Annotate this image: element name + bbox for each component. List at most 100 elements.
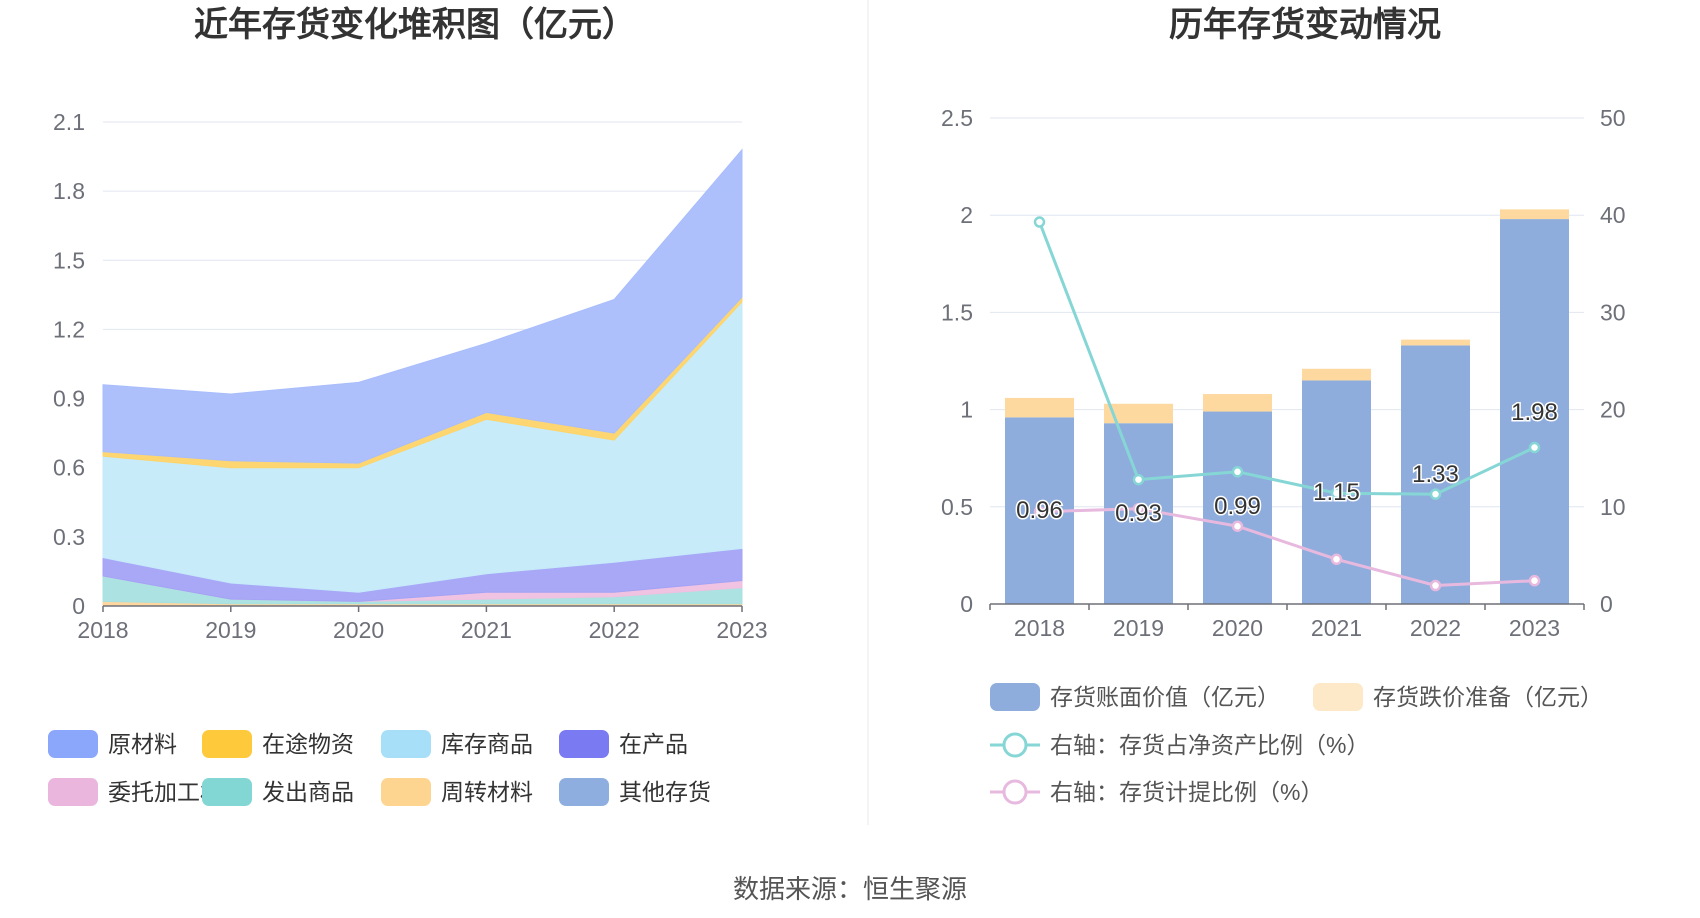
right-y-tick: 2.5	[941, 105, 973, 131]
right-x-tick: 2021	[1311, 615, 1362, 641]
legend-item-line-1[interactable]: 右轴：存货计提比例（%）	[990, 779, 1323, 805]
line-point	[1132, 502, 1145, 515]
legend-label: 其他存货	[619, 779, 711, 805]
stacked-area-chart: 近年存货变化堆积图（亿元） 0 0.3 0.6 0.9 1.2 1.5 1.8 2.1 201…	[48, 5, 768, 806]
right-x-tick: 2019	[1113, 615, 1164, 641]
legend-label: 库存商品	[441, 731, 533, 757]
bar-book-value-2022	[1401, 345, 1470, 604]
right-grid: 0 0.5 1 1.5 2 2.5 0 10 20 30 40 50	[941, 105, 1626, 617]
legend-circle	[1002, 732, 1028, 758]
bar-book-value-2020	[1203, 411, 1272, 604]
legend-item-周转材料[interactable]: 周转材料	[381, 778, 533, 806]
right-x-tick: 2020	[1212, 615, 1263, 641]
bar-value-label: 0.96	[1016, 497, 1063, 524]
legend-swatch	[990, 683, 1040, 711]
line-point	[1231, 520, 1244, 532]
right-lines	[1033, 216, 1541, 592]
line-point	[1429, 579, 1442, 592]
left-y-tick: 1.2	[53, 316, 85, 342]
line-point	[1033, 216, 1046, 228]
legend-item-存货跌价准备（亿元）[interactable]: 存货跌价准备（亿元）	[1313, 683, 1603, 711]
data-source-text: 数据来源：恒生聚源	[733, 874, 967, 904]
left-x-tick: 2019	[205, 617, 256, 643]
line-series-1	[1039, 507, 1535, 588]
legend-item-存货账面价值（亿元）[interactable]: 存货账面价值（亿元）	[990, 683, 1280, 711]
left-y-tick: 1.5	[53, 247, 85, 273]
bar-book-value-2023	[1500, 219, 1569, 604]
line-point	[1429, 488, 1442, 500]
legend-label: 存货账面价值（亿元）	[1050, 684, 1280, 710]
legend-swatch	[381, 730, 431, 758]
left-y-tick: 0.6	[53, 455, 85, 481]
bar-value-label: 0.99	[1214, 493, 1261, 520]
legend-label: 存货跌价准备（亿元）	[1373, 684, 1603, 710]
line-series-0	[1038, 221, 1536, 496]
bar-value-label: 0.93	[1115, 500, 1162, 527]
legend-item-line-0[interactable]: 右轴：存货占净资产比例（%）	[990, 732, 1369, 758]
legend-circle	[1002, 779, 1028, 805]
line-point	[1231, 466, 1244, 478]
right-axis: 2018 2019 2020 2021 2022 2023	[989, 603, 1585, 641]
right-x-tick: 2018	[1014, 615, 1065, 641]
right-y-tick: 0.5	[941, 494, 973, 520]
bar-impairment-2020	[1203, 394, 1272, 412]
legend-swatch	[559, 730, 609, 758]
bar-impairment-2019	[1104, 403, 1173, 424]
legend-label: 在产品	[619, 731, 688, 757]
left-axis: 2018 2019 2020 2021 2022 2023	[77, 605, 768, 643]
right-y-tick: 1.5	[941, 299, 973, 325]
right-y-tick: 2	[960, 202, 973, 228]
line-point	[1132, 473, 1145, 486]
left-x-tick: 2018	[77, 617, 128, 643]
legend-label: 在途物资	[262, 731, 354, 757]
left-y-tick: 2.1	[53, 109, 85, 135]
legend-item-在产品[interactable]: 在产品	[559, 730, 688, 758]
right-x-tick: 2022	[1410, 615, 1461, 641]
bar-value-label: 1.33	[1412, 461, 1459, 488]
legend-swatch	[559, 778, 609, 806]
left-y-tick: 0.9	[53, 386, 85, 412]
legend-swatch	[202, 730, 252, 758]
legend-swatch	[1313, 683, 1363, 711]
legend-label: 右轴：存货计提比例（%）	[1050, 779, 1323, 805]
right-y2-tick: 50	[1600, 105, 1626, 131]
line-point	[1330, 487, 1343, 499]
left-areas	[102, 148, 743, 607]
legend-swatch	[48, 730, 98, 758]
left-x-tick: 2021	[461, 617, 512, 643]
line-point	[1330, 553, 1343, 566]
bar-impairment-2023	[1500, 209, 1569, 220]
right-legend: 存货账面价值（亿元） 存货跌价准备（亿元）右轴：存货占净资产比例（%） 右轴：存货计…	[990, 683, 1603, 805]
legend-label: 周转材料	[441, 779, 533, 805]
bar-impairment-2022	[1401, 339, 1470, 346]
legend-item-库存商品[interactable]: 库存商品	[381, 730, 533, 758]
right-chart-title: 历年存货变动情况	[1169, 6, 1441, 44]
legend-item-在途物资[interactable]: 在途物资	[202, 730, 354, 758]
left-y-tick: 0.3	[53, 524, 85, 550]
right-y-tick: 0	[960, 591, 973, 617]
legend-label: 原材料	[108, 731, 177, 757]
bar-impairment-2018	[1005, 397, 1074, 418]
left-x-tick: 2023	[716, 617, 767, 643]
left-x-tick: 2022	[589, 617, 640, 643]
legend-item-其他存货[interactable]: 其他存货	[559, 778, 711, 806]
legend-swatch	[381, 778, 431, 806]
right-y2-tick: 10	[1600, 494, 1626, 520]
bar-value-label: 1.15	[1313, 479, 1360, 506]
legend-label: 右轴：存货占净资产比例（%）	[1050, 732, 1369, 758]
left-y-tick: 1.8	[53, 178, 85, 204]
legend-item-原材料[interactable]: 原材料	[48, 730, 177, 758]
legend-item-发出商品[interactable]: 发出商品	[202, 778, 354, 806]
line-point	[1528, 441, 1541, 454]
right-y2-tick: 40	[1600, 202, 1626, 228]
legend-swatch	[48, 778, 98, 806]
right-y2-tick: 0	[1600, 591, 1613, 617]
line-point	[1528, 574, 1541, 587]
line-point	[1033, 505, 1046, 518]
left-y-tick: 0	[72, 593, 85, 619]
bar-value-label: 1.98	[1511, 399, 1558, 426]
right-bars	[1005, 209, 1569, 604]
